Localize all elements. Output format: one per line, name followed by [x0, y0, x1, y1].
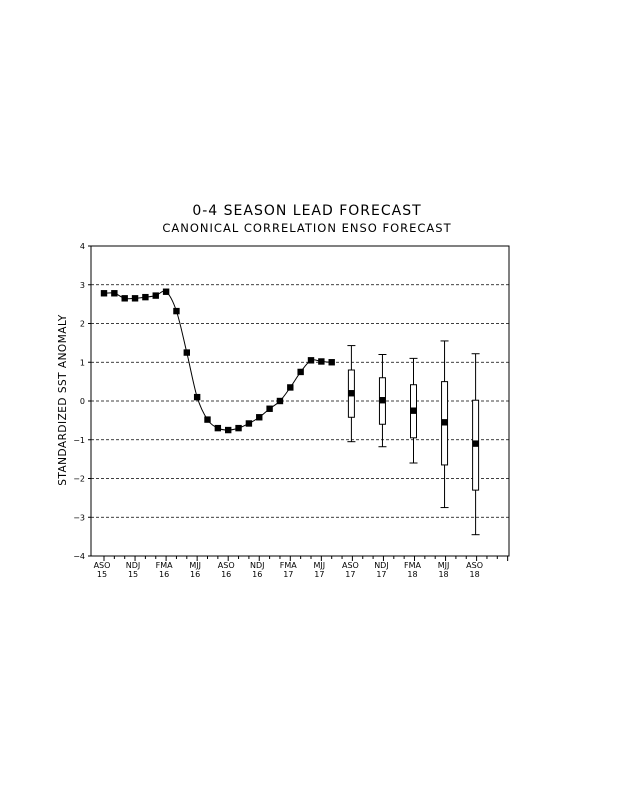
- x-axis-ticks: ASO15NDJ15FMA16MJJ16ASO16NDJ16FMA17MJJ17…: [94, 556, 509, 579]
- forecast-point: [472, 440, 479, 447]
- y-tick-label: 0: [80, 397, 85, 406]
- forecast-series: [347, 340, 480, 536]
- observed-point: [193, 393, 201, 401]
- x-tick-year: 16: [221, 570, 231, 579]
- y-axis-ticks: −4 −3 −2 −1 0 1 2 3 4: [73, 242, 91, 561]
- forecast-box: [471, 353, 480, 536]
- observed-point: [131, 295, 139, 302]
- x-tick-year: 17: [345, 570, 355, 579]
- forecast-box: [347, 345, 356, 443]
- x-tick-season: MJJ: [438, 561, 450, 570]
- x-tick-season: ASO: [218, 561, 235, 570]
- x-tick-season: FMA: [280, 561, 298, 570]
- x-tick-year: 16: [190, 570, 200, 579]
- observed-line: [103, 290, 332, 431]
- x-tick-year: 15: [128, 570, 138, 579]
- x-tick-season: ASO: [94, 561, 111, 570]
- observed-point: [142, 293, 149, 301]
- y-tick-label: −3: [73, 513, 85, 522]
- x-tick-season: NDJ: [126, 561, 141, 570]
- observed-point: [152, 292, 159, 299]
- observed-point: [318, 358, 325, 365]
- observed-point: [328, 359, 335, 366]
- x-tick-season: NDJ: [374, 561, 389, 570]
- forecast-box: [378, 354, 387, 448]
- observed-series: [100, 288, 335, 434]
- observed-point: [214, 424, 222, 432]
- y-tick-label: 2: [80, 320, 85, 329]
- observed-point: [276, 397, 284, 405]
- x-tick-year: 15: [97, 570, 107, 579]
- x-tick-year: 18: [438, 570, 448, 579]
- x-tick-year: 17: [376, 570, 386, 579]
- forecast-point: [379, 397, 386, 404]
- y-tick-label: −4: [73, 552, 85, 561]
- observed-point: [225, 426, 232, 434]
- observed-point: [256, 414, 263, 421]
- observed-point: [111, 290, 118, 297]
- forecast-point: [441, 419, 448, 426]
- x-tick-year: 16: [159, 570, 169, 579]
- y-tick-label: 1: [80, 358, 85, 367]
- x-tick-season: MJJ: [189, 561, 201, 570]
- observed-point: [287, 384, 294, 391]
- y-axis-label: STANDARDIZED SST ANOMALY: [57, 314, 69, 486]
- x-tick-year: 17: [283, 570, 293, 579]
- observed-point: [245, 420, 253, 427]
- x-tick-season: MJJ: [314, 561, 326, 570]
- y-tick-label: −1: [73, 436, 85, 445]
- forecast-box: [440, 340, 449, 509]
- forecast-point: [348, 390, 355, 397]
- forecast-box: [409, 357, 418, 464]
- x-tick-year: 18: [407, 570, 417, 579]
- y-tick-label: 4: [80, 242, 85, 251]
- chart-subtitle: CANONICAL CORRELATION ENSO FORECAST: [162, 221, 451, 235]
- y-tick-label: 3: [80, 281, 85, 290]
- chart-title: 0-4 SEASON LEAD FORECAST: [192, 203, 421, 219]
- observed-point: [121, 295, 128, 302]
- x-tick-year: 17: [314, 570, 324, 579]
- x-tick-season: ASO: [466, 561, 483, 570]
- observed-point: [297, 368, 304, 376]
- x-tick-season: FMA: [404, 561, 422, 570]
- observed-point: [183, 349, 190, 356]
- observed-point: [162, 288, 170, 295]
- observed-point: [235, 424, 242, 432]
- x-tick-year: 16: [252, 570, 262, 579]
- x-tick-season: NDJ: [250, 561, 265, 570]
- observed-point: [266, 405, 273, 412]
- forecast-point: [410, 407, 417, 414]
- x-tick-season: ASO: [342, 561, 359, 570]
- x-tick-season: FMA: [156, 561, 174, 570]
- observed-point: [204, 416, 211, 423]
- y-tick-label: −2: [73, 475, 85, 484]
- observed-point: [100, 290, 108, 297]
- observed-point: [173, 307, 180, 315]
- x-tick-year: 18: [470, 570, 480, 579]
- observed-point: [307, 357, 315, 364]
